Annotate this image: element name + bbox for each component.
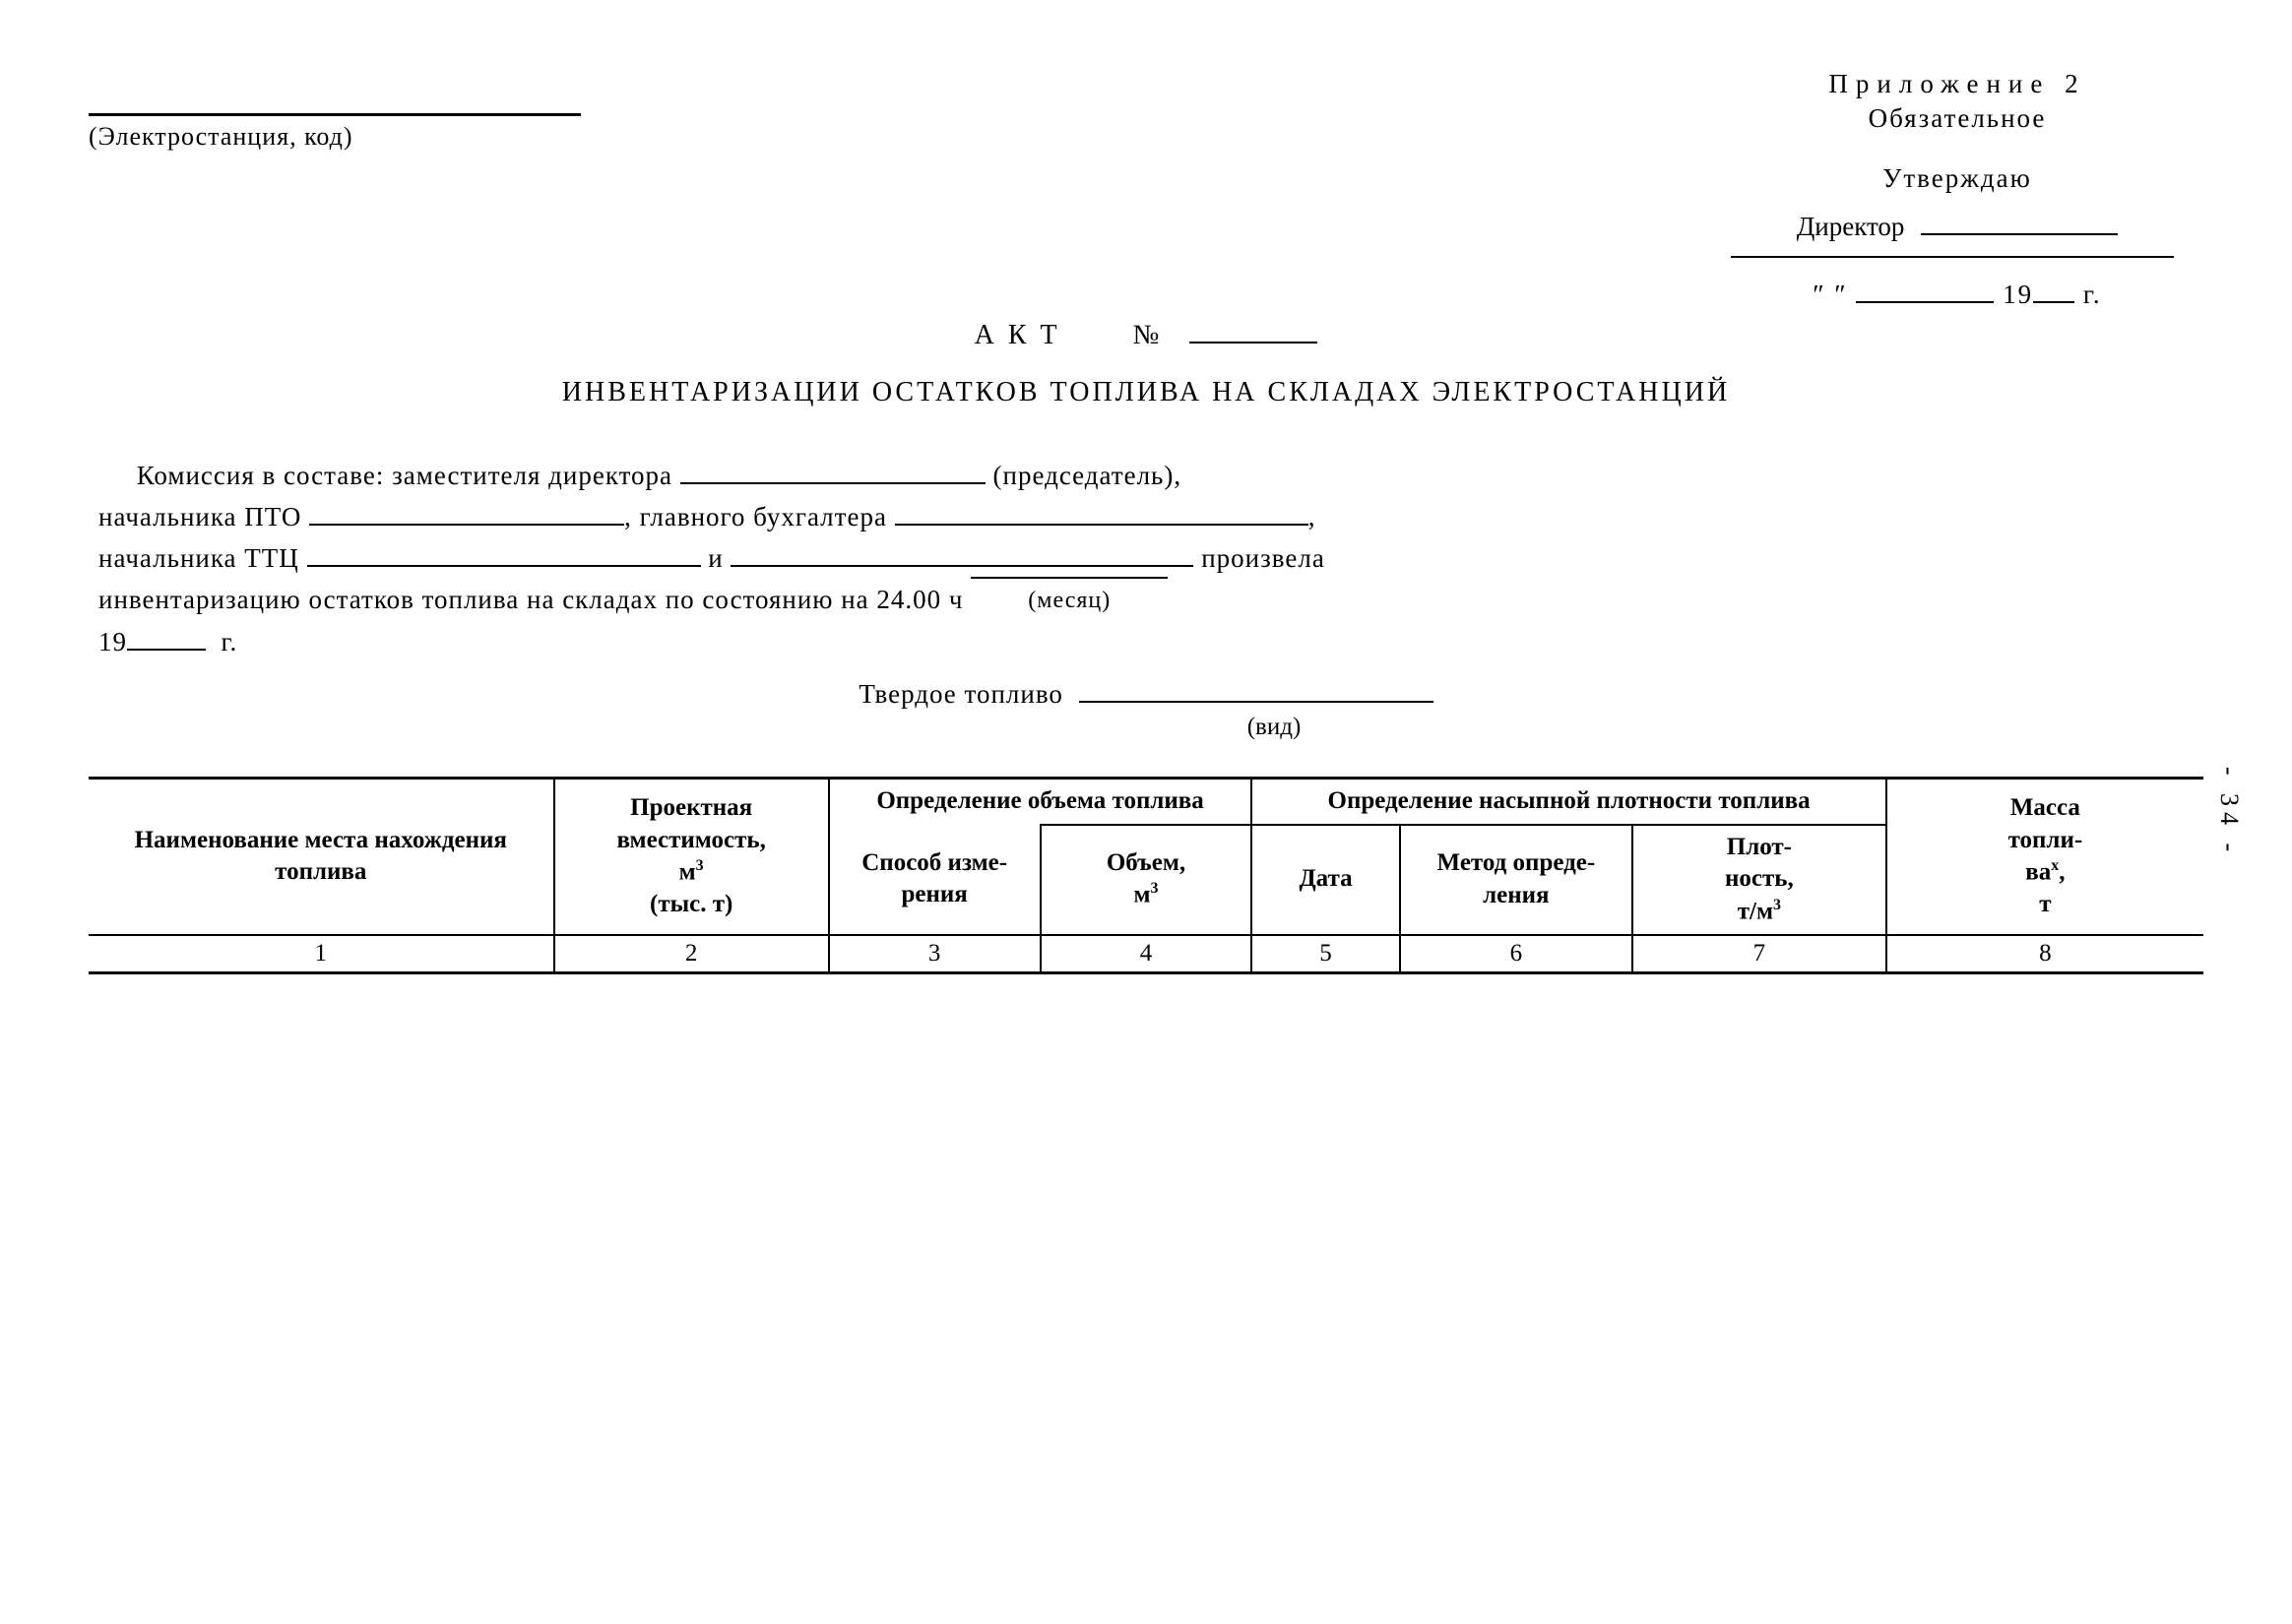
director-underline <box>1731 252 2174 258</box>
c3-txt: Способ изме- рения <box>861 849 1007 908</box>
solid-fuel-blank <box>1079 701 1433 703</box>
body-2b: , главного бухгалтера <box>624 502 887 531</box>
year-suffix: г. <box>2083 280 2102 309</box>
c8-b: топли- <box>2008 827 2083 853</box>
c8-e: т <box>2039 891 2051 917</box>
body-3a: начальника ТТЦ <box>98 543 299 573</box>
col-4-header: Объем, м3 <box>1041 825 1252 935</box>
body-2c: , <box>1308 502 1316 531</box>
c8-c: ва <box>2025 859 2051 886</box>
col-3-header: Способ изме- рения <box>829 825 1041 935</box>
col-5-header: Дата <box>1251 825 1399 935</box>
col-8-header: Масса топли- ваx, т <box>1886 779 2203 935</box>
body-1a: Комиссия в составе: заместителя директор… <box>137 461 672 490</box>
year-blank <box>2033 301 2074 303</box>
c2-l1: Проектная <box>630 794 752 821</box>
page-number-margin: - 34 - <box>2214 767 2244 857</box>
colnum-1: 1 <box>89 935 554 973</box>
col-grp-density: Определение насыпной плотности топлива <box>1251 779 1885 825</box>
vid-label: (вид) <box>345 714 2203 741</box>
header-right: Приложение 2 Обязательное Утверждаю Дире… <box>1711 69 2203 310</box>
header-row: (Электростанция, код) Приложение 2 Обяза… <box>89 69 2203 310</box>
col-7-header: Плот- ность, т/м3 <box>1632 825 1886 935</box>
col-2-header: Проектная вместимость, м3 (тыс. т) <box>554 779 829 935</box>
c8-d: , <box>2059 859 2065 886</box>
document-title: ИНВЕНТАРИЗАЦИИ ОСТАТКОВ ТОПЛИВА НА СКЛАД… <box>89 377 2203 408</box>
blank-year2 <box>127 649 206 651</box>
director-row: Директор <box>1711 212 2203 242</box>
director-label: Директор <box>1797 212 1905 241</box>
blank-ttc <box>307 565 701 567</box>
month-label: (месяц) <box>1028 588 1111 613</box>
date-row: ″ ″ 19 г. <box>1711 280 2203 310</box>
c4-a: Объем, <box>1107 849 1185 876</box>
c2-l2: вместимость, <box>616 827 765 853</box>
akt-num-sign: № <box>1133 320 1162 350</box>
header-left: (Электростанция, код) <box>89 69 581 152</box>
colnum-3: 3 <box>829 935 1041 973</box>
akt-row: АКТ № <box>89 320 2203 351</box>
colnum-5: 5 <box>1251 935 1399 973</box>
solid-fuel-row: Твердое топливо <box>89 679 2203 710</box>
blank-pto <box>309 524 624 526</box>
blank-accountant <box>895 524 1308 526</box>
body-5a: 19 <box>98 627 127 656</box>
c4-sup: 3 <box>1150 880 1158 897</box>
colnum-6: 6 <box>1400 935 1632 973</box>
blank-dep-director <box>680 482 986 484</box>
colnum-2: 2 <box>554 935 829 973</box>
c2-sup: 3 <box>696 857 704 874</box>
fuel-table: Наименование места нахождения топлива Пр… <box>89 777 2203 974</box>
col-grp-volume: Определение объема топлива <box>829 779 1252 825</box>
col-1-header: Наименование места нахождения топлива <box>89 779 554 935</box>
c6-txt: Метод опреде- ления <box>1437 849 1596 908</box>
body-5b: г. <box>222 627 238 656</box>
akt-label: АКТ <box>975 320 1071 350</box>
station-label: (Электростанция, код) <box>89 122 581 152</box>
approve-label: Утверждаю <box>1711 163 2203 194</box>
body-1b: (председатель), <box>993 461 1182 490</box>
body-4a: инвентаризацию остатков топлива на склад… <box>98 585 964 614</box>
month-stack: (месяц) <box>971 577 1168 620</box>
c7-a: Плот- ность, <box>1725 834 1794 893</box>
date-quotes: ″ ″ <box>1813 280 1847 309</box>
station-blank-line <box>89 87 581 116</box>
c2-l4: (тыс. т) <box>650 891 732 917</box>
date-month-blank <box>1856 301 1994 303</box>
solid-fuel-label: Твердое топливо <box>859 679 1063 709</box>
mandatory-label: Обязательное <box>1711 103 2203 134</box>
body-2a: начальника ПТО <box>98 502 301 531</box>
table-header-row-1: Наименование места нахождения топлива Пр… <box>89 779 2203 825</box>
year-prefix: 19 <box>2003 280 2033 309</box>
c7-sup: 3 <box>1773 897 1781 913</box>
director-blank <box>1921 233 2118 235</box>
c2-l3: м <box>679 859 696 886</box>
body-paragraph: Комиссия в составе: заместителя директор… <box>89 456 2203 663</box>
c4-b: м <box>1133 882 1150 908</box>
colnum-4: 4 <box>1041 935 1252 973</box>
blank-month <box>971 577 1168 579</box>
body-3c: произвела <box>1201 543 1325 573</box>
appendix-label: Приложение 2 <box>1711 69 2203 99</box>
table-number-row: 1 2 3 4 5 6 7 8 <box>89 935 2203 973</box>
colnum-8: 8 <box>1886 935 2203 973</box>
body-3b: и <box>708 543 723 573</box>
c8-a: Масса <box>2010 794 2080 821</box>
c7-b: т/м <box>1738 898 1773 924</box>
colnum-7: 7 <box>1632 935 1886 973</box>
col-6-header: Метод опреде- ления <box>1400 825 1632 935</box>
akt-num-blank <box>1189 342 1317 344</box>
blank-and <box>731 565 1193 567</box>
